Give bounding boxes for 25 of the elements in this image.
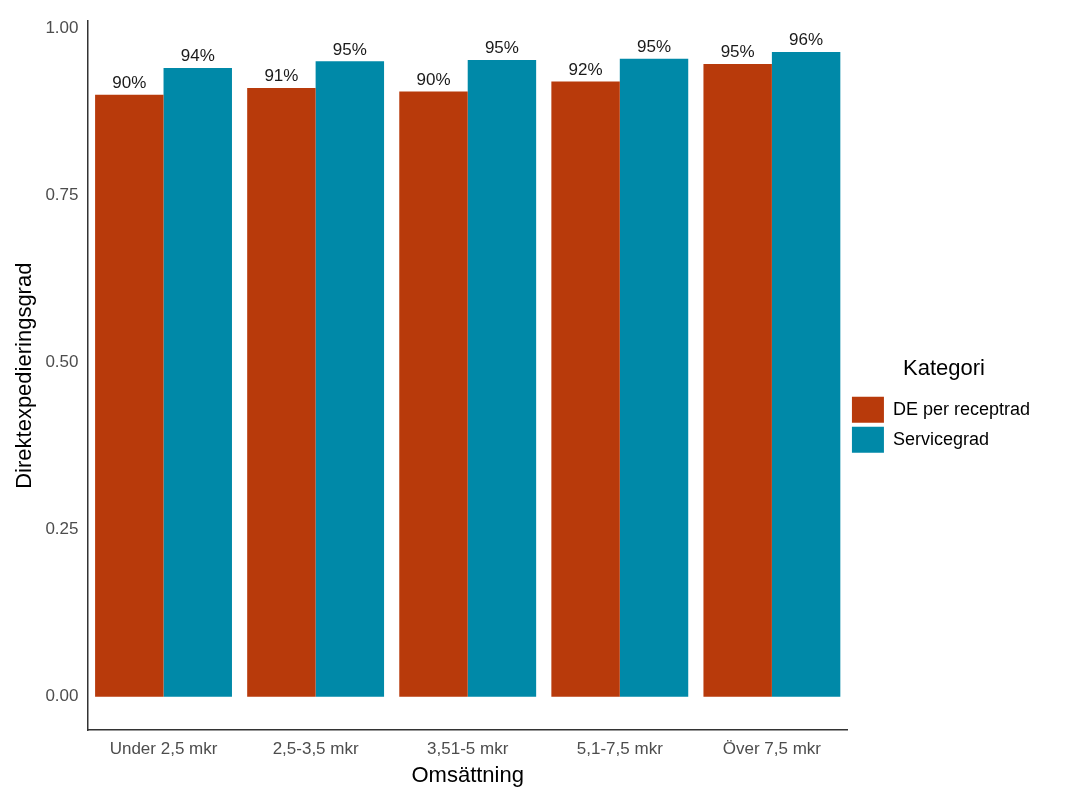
data-label: 95% bbox=[332, 39, 367, 59]
data-label: 95% bbox=[484, 38, 519, 58]
data-label: 90% bbox=[112, 72, 147, 92]
data-label: 91% bbox=[264, 66, 299, 86]
legend-label: DE per receptrad bbox=[892, 398, 1031, 419]
data-label: 95% bbox=[637, 36, 672, 56]
x-tick-label: 2,5-3,5 mkr bbox=[272, 739, 359, 759]
x-tick-label: 5,1-7,5 mkr bbox=[576, 739, 664, 759]
y-tick-label: 0.00 bbox=[45, 686, 79, 706]
x-tick-label: 3,51-5 mkr bbox=[427, 739, 509, 759]
data-label: 96% bbox=[789, 30, 824, 50]
data-label: 95% bbox=[720, 42, 755, 62]
y-tick-label: 0.75 bbox=[45, 184, 79, 204]
x-tick-label: Under 2,5 mkr bbox=[109, 739, 218, 759]
data-label: 92% bbox=[568, 59, 603, 79]
x-axis-title: Omsättning bbox=[411, 761, 524, 787]
y-tick-label: 0.25 bbox=[45, 519, 79, 539]
y-tick-label: 1.00 bbox=[45, 17, 79, 37]
data-label: 94% bbox=[180, 46, 215, 66]
y-tick-label: 0.50 bbox=[45, 352, 79, 372]
y-axis-title: Direktexpedieringsgrad bbox=[11, 262, 37, 489]
x-tick-label: Över 7,5 mkr bbox=[722, 739, 822, 759]
data-label: 90% bbox=[416, 69, 451, 89]
legend-label: Servicegrad bbox=[892, 428, 989, 449]
legend-title: Kategori bbox=[902, 355, 985, 381]
